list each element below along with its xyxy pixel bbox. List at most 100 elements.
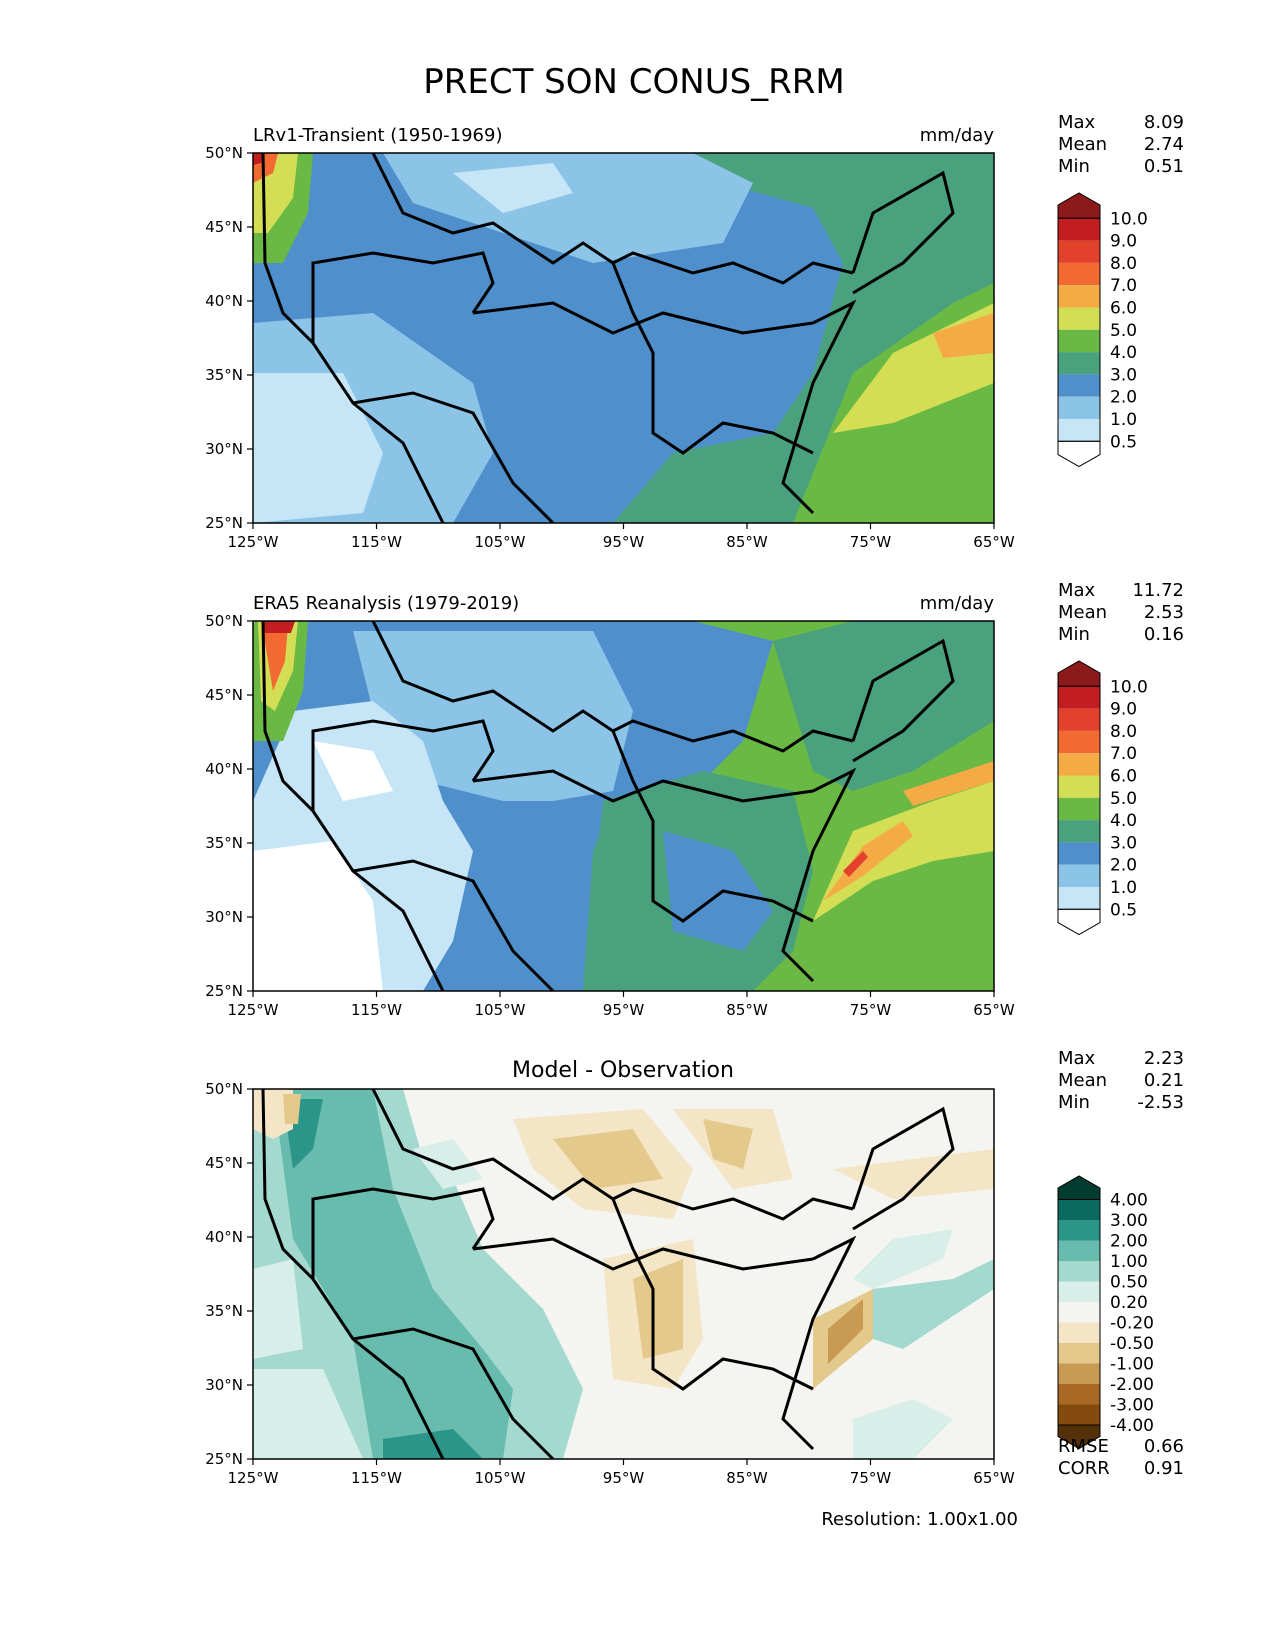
axes-diff: 125°W 115°W 105°W 95°W 85°W 75°W 65°W 25°N 30°N 3… bbox=[205, 1080, 1015, 1487]
colorbar-band bbox=[1058, 864, 1100, 887]
colorbar-level-label: -0.50 bbox=[1110, 1334, 1154, 1354]
colorbar-level-label: 0.20 bbox=[1110, 1293, 1148, 1313]
x-tick-label: 115°W bbox=[351, 1001, 402, 1019]
colorbar-extend-top bbox=[1057, 192, 1101, 219]
colorbar-level-label: 1.00 bbox=[1110, 1252, 1148, 1272]
colorbar-extend-top bbox=[1057, 660, 1101, 687]
colorbar-level-label: 3.0 bbox=[1110, 365, 1137, 385]
y-tick-label: 40°N bbox=[205, 760, 243, 778]
colorbar-extend-top bbox=[1057, 1175, 1101, 1200]
y-tick-label: 40°N bbox=[205, 1228, 243, 1246]
panel-title-left-obs: ERA5 Reanalysis (1979-2019) bbox=[253, 593, 519, 614]
extra-stat-label: RMSE bbox=[1058, 1436, 1109, 1457]
stat-label: Max bbox=[1058, 1048, 1096, 1069]
colorbar-band bbox=[1058, 240, 1100, 263]
x-tick-label: 125°W bbox=[228, 1001, 279, 1019]
colorbar-band bbox=[1058, 218, 1100, 241]
stat-label: Max bbox=[1058, 580, 1096, 601]
map-obs bbox=[253, 621, 994, 991]
y-tick-label: 50°N bbox=[205, 612, 243, 630]
colorbar-band bbox=[1058, 1384, 1100, 1405]
colorbar-level-label: 6.0 bbox=[1110, 299, 1137, 319]
colorbar-frame bbox=[1057, 217, 1101, 442]
stat-value: 11.72 bbox=[1132, 580, 1184, 601]
x-tick-label: 85°W bbox=[726, 533, 768, 551]
panel-units-obs: mm/day bbox=[920, 593, 995, 614]
stat-label: Min bbox=[1058, 156, 1090, 177]
colorbar-level-label: 9.0 bbox=[1110, 232, 1137, 252]
y-tick-label: 45°N bbox=[205, 686, 243, 704]
stats-and-colorbar-obs: Max 11.72 Mean 2.53 Min 0.16 10.0 9.08.07.0 6.05… bbox=[1057, 580, 1184, 936]
colorbar-band bbox=[1058, 307, 1100, 330]
colorbar-level-label: -4.00 bbox=[1110, 1416, 1154, 1436]
map-outlines-obs bbox=[261, 620, 955, 993]
colorbar-level-label: -1.00 bbox=[1110, 1355, 1154, 1375]
colorbar-band bbox=[1058, 374, 1100, 397]
colorbar-extend-bottom bbox=[1057, 908, 1101, 936]
stat-value: 8.09 bbox=[1144, 112, 1184, 133]
stat-label: Mean bbox=[1058, 602, 1107, 623]
stat-value: -2.53 bbox=[1137, 1092, 1184, 1113]
x-tick-label: 85°W bbox=[726, 1001, 768, 1019]
colorbar-level-label: 2.00 bbox=[1110, 1232, 1148, 1252]
colorbar-level-label: 4.00 bbox=[1110, 1191, 1148, 1211]
extra-stat-value: 0.91 bbox=[1144, 1458, 1184, 1479]
colorbar-band bbox=[1058, 1199, 1100, 1220]
y-tick-label: 40°N bbox=[205, 292, 243, 310]
colorbar-extend-bottom bbox=[1057, 440, 1101, 468]
colorbar-level-label: 4.0 bbox=[1110, 811, 1137, 831]
y-tick-label: 45°N bbox=[205, 1154, 243, 1172]
y-tick-label: 30°N bbox=[205, 440, 243, 458]
x-tick-label: 95°W bbox=[603, 1469, 645, 1487]
x-tick-label: 115°W bbox=[351, 1469, 402, 1487]
colorbar-band bbox=[1058, 352, 1100, 375]
colorbar-band bbox=[1058, 1240, 1100, 1261]
stat-value: 2.23 bbox=[1144, 1048, 1184, 1069]
extra-stat-label: CORR bbox=[1058, 1458, 1110, 1479]
stat-label: Mean bbox=[1058, 1070, 1107, 1091]
stat-value: 2.74 bbox=[1144, 134, 1184, 155]
extra-stat-value: 0.66 bbox=[1144, 1436, 1184, 1457]
colorbar-level-label: 3.00 bbox=[1110, 1211, 1148, 1231]
panel-units-model: mm/day bbox=[920, 125, 995, 146]
colorbar-band bbox=[1058, 797, 1100, 821]
x-tick-label: 105°W bbox=[475, 1469, 526, 1487]
x-tick-label: 75°W bbox=[850, 533, 892, 551]
x-tick-label: 75°W bbox=[850, 1469, 892, 1487]
colorbar-band bbox=[1058, 285, 1100, 308]
map-outlines-diff bbox=[261, 1088, 955, 1461]
stats-and-colorbar-model: Max 8.09 Mean 2.74 Min 0.51 10.0 9.08.07.0 6.05.… bbox=[1057, 112, 1184, 468]
colorbar-level-label: 10.0 bbox=[1110, 209, 1148, 229]
x-tick-label: 65°W bbox=[973, 533, 1015, 551]
map-outlines-model bbox=[261, 152, 955, 525]
colorbar-band bbox=[1058, 1261, 1100, 1282]
x-tick-label: 115°W bbox=[351, 533, 402, 551]
colorbar-band bbox=[1058, 419, 1100, 442]
colorbar-band bbox=[1058, 1302, 1100, 1323]
panel-diff: 125°W 115°W 105°W 95°W 85°W 75°W 65°W 25°N 30°N 3… bbox=[205, 1048, 1184, 1487]
x-tick-label: 125°W bbox=[228, 1469, 279, 1487]
colorbar-level-label: 0.5 bbox=[1110, 900, 1137, 920]
colorbar-level-label: -3.00 bbox=[1110, 1396, 1154, 1416]
x-tick-label: 125°W bbox=[228, 533, 279, 551]
figure-title: PRECT SON CONUS_RRM bbox=[423, 62, 845, 102]
x-tick-label: 85°W bbox=[726, 1469, 768, 1487]
y-tick-label: 35°N bbox=[205, 1302, 243, 1320]
colorbar-band bbox=[1058, 708, 1100, 731]
x-tick-label: 105°W bbox=[475, 533, 526, 551]
colorbar-band bbox=[1058, 1281, 1100, 1302]
colorbar-band bbox=[1058, 686, 1100, 709]
colorbar-level-label: 10.0 bbox=[1110, 677, 1148, 697]
colorbar-band bbox=[1058, 775, 1100, 798]
panel-title-left-model: LRv1-Transient (1950-1969) bbox=[253, 125, 502, 146]
colorbar-band bbox=[1058, 730, 1100, 754]
y-tick-label: 50°N bbox=[205, 1080, 243, 1098]
colorbar-band bbox=[1058, 1404, 1100, 1425]
stat-label: Mean bbox=[1058, 134, 1107, 155]
colorbar-band bbox=[1058, 396, 1100, 419]
resolution-label: Resolution: 1.00x1.00 bbox=[821, 1509, 1018, 1530]
axes-obs: 125°W 115°W 105°W 95°W 85°W 75°W 65°W 25°N 30°N 3… bbox=[205, 612, 1015, 1019]
axes-model: 125°W 115°W 105°W 95°W 85°W 75°W 65°W 25°N 30°N 3… bbox=[205, 144, 1015, 551]
stat-value: 2.53 bbox=[1144, 602, 1184, 623]
